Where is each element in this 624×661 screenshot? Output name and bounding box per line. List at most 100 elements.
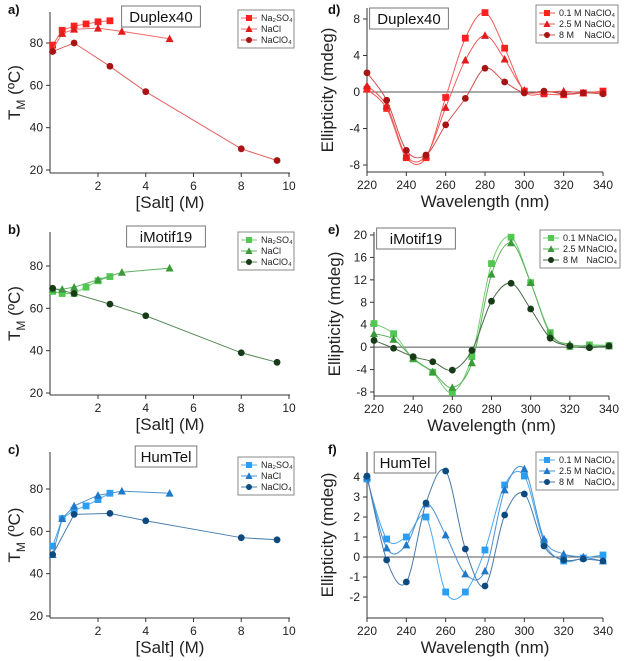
y-axis-label-part: M [14, 100, 28, 110]
data-point [94, 18, 102, 26]
x-tick-label: 340 [599, 402, 619, 416]
data-point [501, 511, 509, 519]
data-point [527, 305, 535, 313]
legend-salt: NaClO₄ [584, 30, 615, 40]
data-point [382, 101, 391, 110]
x-tick-label: 10 [282, 624, 296, 638]
x-axis-label: Wavelength (nm) [427, 416, 556, 435]
data-point [82, 502, 90, 510]
data-point [500, 54, 509, 63]
data-point [461, 588, 469, 596]
legend-marker [246, 462, 252, 468]
legend-label: NaClO₄ [261, 257, 292, 267]
x-tick-label: 2 [95, 401, 102, 415]
data-point [106, 509, 114, 517]
data-point [94, 275, 102, 284]
x-tick-label: 300 [521, 402, 541, 416]
y-tick-label: 80 [30, 36, 44, 50]
legend-marker [544, 479, 550, 485]
y-tick-label: 60 [30, 78, 44, 92]
y-axis-label-part: Ellipticity (mdeg) [318, 473, 337, 598]
x-tick-label: 240 [403, 402, 423, 416]
data-point [448, 383, 457, 391]
x-tick-label: 4 [142, 401, 149, 415]
data-point [142, 312, 150, 320]
data-point [468, 353, 476, 361]
legend-label: 0.1 M [563, 233, 586, 243]
data-point [501, 78, 509, 86]
data-point [501, 44, 509, 52]
panel-label: d) [328, 2, 340, 17]
x-tick-label: 280 [475, 178, 495, 192]
series-line [52, 287, 278, 363]
data-point [566, 342, 574, 350]
data-point [273, 358, 281, 366]
legend-marker [544, 32, 550, 38]
legend-salt: NaClO₄ [584, 466, 615, 476]
data-point [237, 145, 245, 153]
legend-label: NaCl [261, 471, 281, 481]
x-axis-label: Wavelength (nm) [421, 192, 550, 211]
legend-marker [245, 247, 253, 254]
data-point [70, 39, 78, 47]
x-tick-label: 2 [95, 624, 102, 638]
data-point [520, 490, 528, 498]
data-point [383, 535, 391, 543]
legend-label: 2.5 M [563, 244, 586, 254]
series-2 [49, 284, 281, 366]
legend-marker [245, 472, 253, 479]
data-point [49, 542, 57, 550]
legend-label: Na₂SO₄ [261, 13, 293, 23]
legend-label: NaClO₄ [261, 35, 292, 45]
x-tick-label: 6 [190, 179, 197, 193]
series-0 [49, 489, 114, 550]
data-point [599, 551, 607, 559]
y-tick-label: 40 [30, 567, 44, 581]
x-tick-label: 4 [142, 179, 149, 193]
x-tick-label: 8 [238, 179, 245, 193]
x-tick-label: 300 [514, 178, 534, 192]
legend-label: 8 M [559, 30, 574, 40]
panel-label: b) [8, 222, 20, 237]
legend-label: NaCl [261, 24, 281, 34]
data-point [165, 263, 174, 272]
data-point [441, 530, 450, 539]
data-point [165, 34, 174, 43]
x-tick-label: 280 [481, 402, 501, 416]
data-point [579, 89, 587, 97]
chart-title: Duplex40 [377, 11, 440, 28]
y-axis-label: Ellipticity (mdeg) [325, 252, 344, 377]
y-axis-label-part: M [14, 542, 28, 552]
data-point [117, 486, 126, 495]
chart-panel-b: b) 2 4 6 8 10 20 40 60 80 [Salt] (M) TM (ºC) iMotif1… [5, 222, 296, 434]
data-point [70, 501, 79, 510]
y-tick-label: 20 [30, 163, 44, 177]
data-point [70, 290, 78, 297]
data-point [370, 320, 378, 327]
y-tick-label: 12 [354, 273, 368, 287]
legend-label: 2.5 M [559, 19, 582, 29]
y-tick-label: 60 [30, 301, 44, 315]
data-point [70, 511, 78, 518]
data-point [422, 151, 430, 159]
data-point [461, 545, 469, 553]
legend-salt: NaClO₄ [586, 233, 617, 243]
series-line [366, 67, 604, 159]
data-point [488, 297, 495, 305]
legend-label: 2.5 M [559, 466, 582, 476]
data-point [106, 273, 114, 280]
y-tick-label: 0 [353, 550, 360, 564]
legend-salt: NaClO₄ [584, 8, 615, 18]
series-line [52, 490, 170, 555]
data-point [487, 270, 496, 278]
legend-salt: NaClO₄ [584, 477, 615, 487]
data-point [429, 358, 437, 366]
data-point [442, 467, 450, 475]
legend-marker [544, 457, 550, 463]
data-point [507, 238, 516, 247]
data-point [165, 489, 174, 497]
data-point [605, 342, 613, 350]
y-axis-label-part: Ellipticity (mdeg) [325, 252, 344, 377]
data-point [106, 17, 114, 25]
